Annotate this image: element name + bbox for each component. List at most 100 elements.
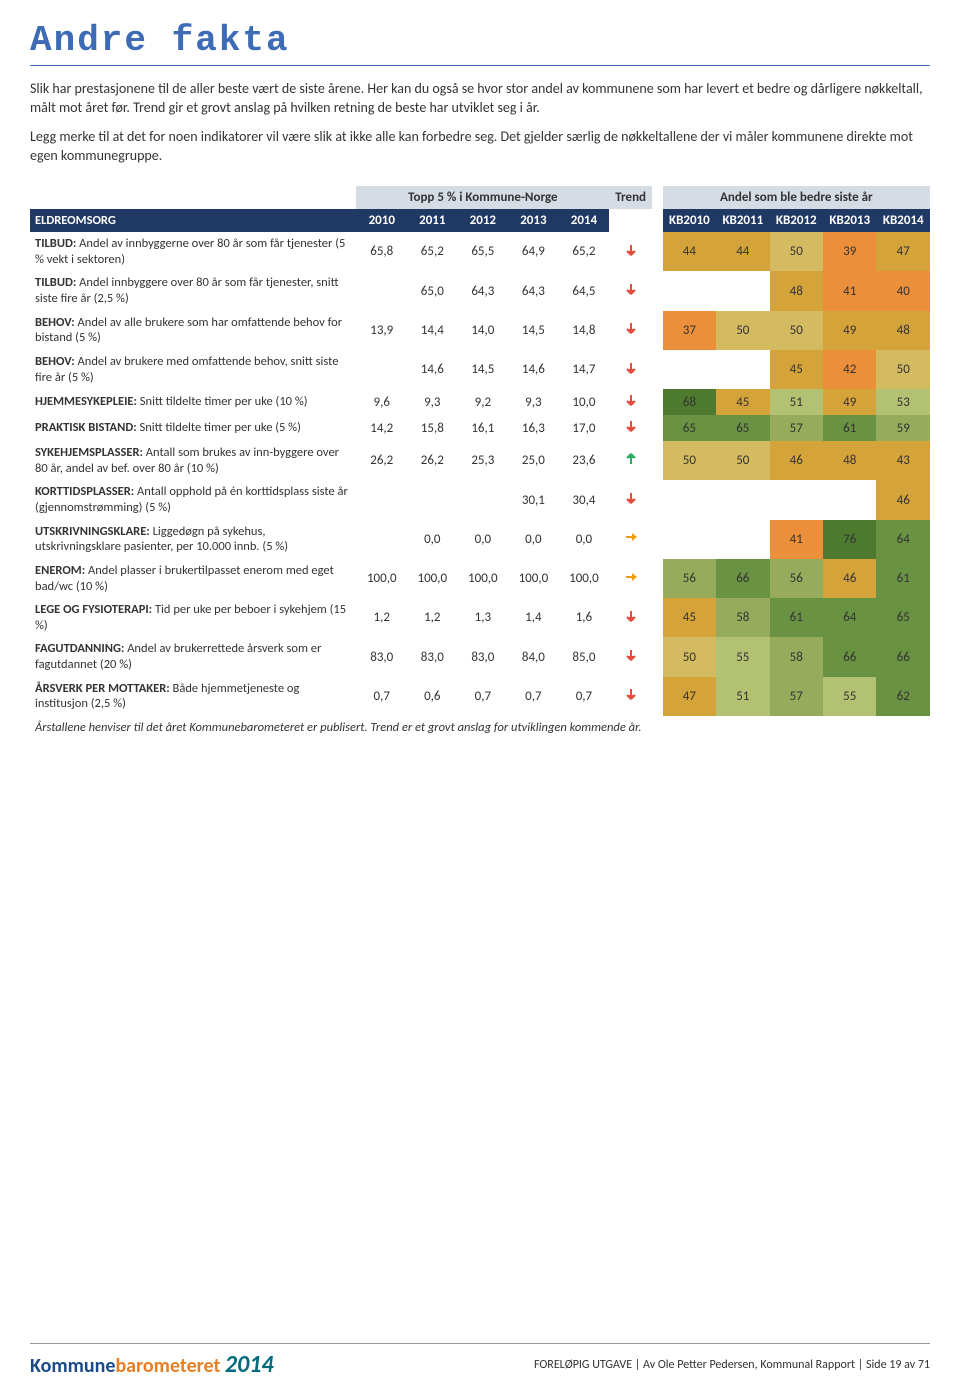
value-cell: 9,3 <box>407 389 458 415</box>
table-row: UTSKRIVNINGSKLARE: Liggedøgn på sykehus,… <box>30 520 930 559</box>
value-cell: 14,5 <box>508 311 559 350</box>
value-cell <box>356 480 407 519</box>
andel-cell: 62 <box>876 677 930 716</box>
andel-cell: 40 <box>876 271 930 310</box>
andel-cell: 49 <box>823 389 876 415</box>
value-cell: 100,0 <box>559 559 610 598</box>
andel-cell: 44 <box>663 232 716 271</box>
andel-cell: 48 <box>770 271 823 310</box>
value-cell: 1,3 <box>458 598 509 637</box>
andel-cell: 65 <box>716 415 769 441</box>
andel-cell: 50 <box>716 311 769 350</box>
andel-cell: 66 <box>876 637 930 676</box>
value-cell: 0,0 <box>508 520 559 559</box>
value-cell: 9,6 <box>356 389 407 415</box>
row-label: PRAKTISK BISTAND: Snitt tildelte timer p… <box>30 415 356 441</box>
value-cell: 1,4 <box>508 598 559 637</box>
trend-icon <box>609 520 652 559</box>
andel-cell: 59 <box>876 415 930 441</box>
value-cell: 10,0 <box>559 389 610 415</box>
andel-cell <box>716 350 769 389</box>
andel-cell: 65 <box>876 598 930 637</box>
value-cell: 100,0 <box>508 559 559 598</box>
table-row: TILBUD: Andel innbyggere over 80 år som … <box>30 271 930 310</box>
logo: Kommunebarometeret 2014 <box>30 1350 274 1379</box>
year-2012: 2012 <box>458 209 509 233</box>
year-2011: 2011 <box>407 209 458 233</box>
value-cell: 0,6 <box>407 677 458 716</box>
andel-cell <box>823 480 876 519</box>
andel-cell: 76 <box>823 520 876 559</box>
table-row: PRAKTISK BISTAND: Snitt tildelte timer p… <box>30 415 930 441</box>
andel-cell: 56 <box>770 559 823 598</box>
value-cell: 9,3 <box>508 389 559 415</box>
table-row: BEHOV: Andel av brukere med omfattende b… <box>30 350 930 389</box>
andel-cell: 57 <box>770 415 823 441</box>
year-2014: 2014 <box>559 209 610 233</box>
table-row: SYKEHJEMSPLASSER: Antall som brukes av i… <box>30 441 930 480</box>
value-cell: 83,0 <box>458 637 509 676</box>
table-row: ENEROM: Andel plasser i brukertilpasset … <box>30 559 930 598</box>
header-andel: Andel som ble bedre siste år <box>663 186 930 209</box>
value-cell: 65,0 <box>407 271 458 310</box>
table-row: BEHOV: Andel av alle brukere som har omf… <box>30 311 930 350</box>
andel-cell: 49 <box>823 311 876 350</box>
kb-2014: KB2014 <box>876 209 930 233</box>
value-cell: 65,2 <box>407 232 458 271</box>
andel-cell: 58 <box>770 637 823 676</box>
andel-cell: 46 <box>823 559 876 598</box>
row-label: TILBUD: Andel av innbyggerne over 80 år … <box>30 232 356 271</box>
value-cell: 9,2 <box>458 389 509 415</box>
trend-icon <box>609 271 652 310</box>
andel-cell: 48 <box>823 441 876 480</box>
value-cell: 100,0 <box>356 559 407 598</box>
row-label: UTSKRIVNINGSKLARE: Liggedøgn på sykehus,… <box>30 520 356 559</box>
andel-cell: 45 <box>770 350 823 389</box>
table-row: TILBUD: Andel av innbyggerne over 80 år … <box>30 232 930 271</box>
kb-2010: KB2010 <box>663 209 716 233</box>
value-cell: 14,6 <box>508 350 559 389</box>
value-cell: 16,1 <box>458 415 509 441</box>
footer-text: FORELØPIG UTGAVE | Av Ole Petter Pederse… <box>534 1358 930 1372</box>
year-2010: 2010 <box>356 209 407 233</box>
footer: Kommunebarometeret 2014 FORELØPIG UTGAVE… <box>30 1343 930 1379</box>
andel-cell <box>663 350 716 389</box>
value-cell: 84,0 <box>508 637 559 676</box>
value-cell: 30,1 <box>508 480 559 519</box>
andel-cell: 58 <box>716 598 769 637</box>
trend-icon <box>609 350 652 389</box>
value-cell: 100,0 <box>458 559 509 598</box>
andel-cell <box>716 520 769 559</box>
trend-icon <box>609 232 652 271</box>
value-cell: 64,9 <box>508 232 559 271</box>
value-cell: 0,0 <box>407 520 458 559</box>
row-label: TILBUD: Andel innbyggere over 80 år som … <box>30 271 356 310</box>
year-2013: 2013 <box>508 209 559 233</box>
value-cell <box>356 520 407 559</box>
value-cell: 26,2 <box>407 441 458 480</box>
intro-p2: Legg merke til at det for noen indikator… <box>30 128 930 166</box>
value-cell: 14,6 <box>407 350 458 389</box>
logo-kommune: Kommune <box>30 1354 115 1378</box>
andel-cell: 50 <box>770 311 823 350</box>
data-table: Topp 5 % i Kommune-Norge Trend Andel som… <box>30 186 930 739</box>
andel-cell: 50 <box>876 350 930 389</box>
andel-cell: 48 <box>876 311 930 350</box>
trend-icon <box>609 677 652 716</box>
kb-2013: KB2013 <box>823 209 876 233</box>
andel-cell: 53 <box>876 389 930 415</box>
table-row: KORTTIDSPLASSER: Antall opphold på én ko… <box>30 480 930 519</box>
row-label: LEGE OG FYSIOTERAPI: Tid per uke per beb… <box>30 598 356 637</box>
value-cell: 64,5 <box>559 271 610 310</box>
logo-barometeret: barometeret <box>115 1354 220 1378</box>
value-cell: 14,8 <box>559 311 610 350</box>
row-label: ENEROM: Andel plasser i brukertilpasset … <box>30 559 356 598</box>
value-cell: 14,4 <box>407 311 458 350</box>
andel-cell <box>663 480 716 519</box>
value-cell: 26,2 <box>356 441 407 480</box>
trend-icon <box>609 480 652 519</box>
andel-cell: 68 <box>663 389 716 415</box>
trend-icon <box>609 637 652 676</box>
row-label: KORTTIDSPLASSER: Antall opphold på én ko… <box>30 480 356 519</box>
row-label: HJEMMESYKEPLEIE: Snitt tildelte timer pe… <box>30 389 356 415</box>
